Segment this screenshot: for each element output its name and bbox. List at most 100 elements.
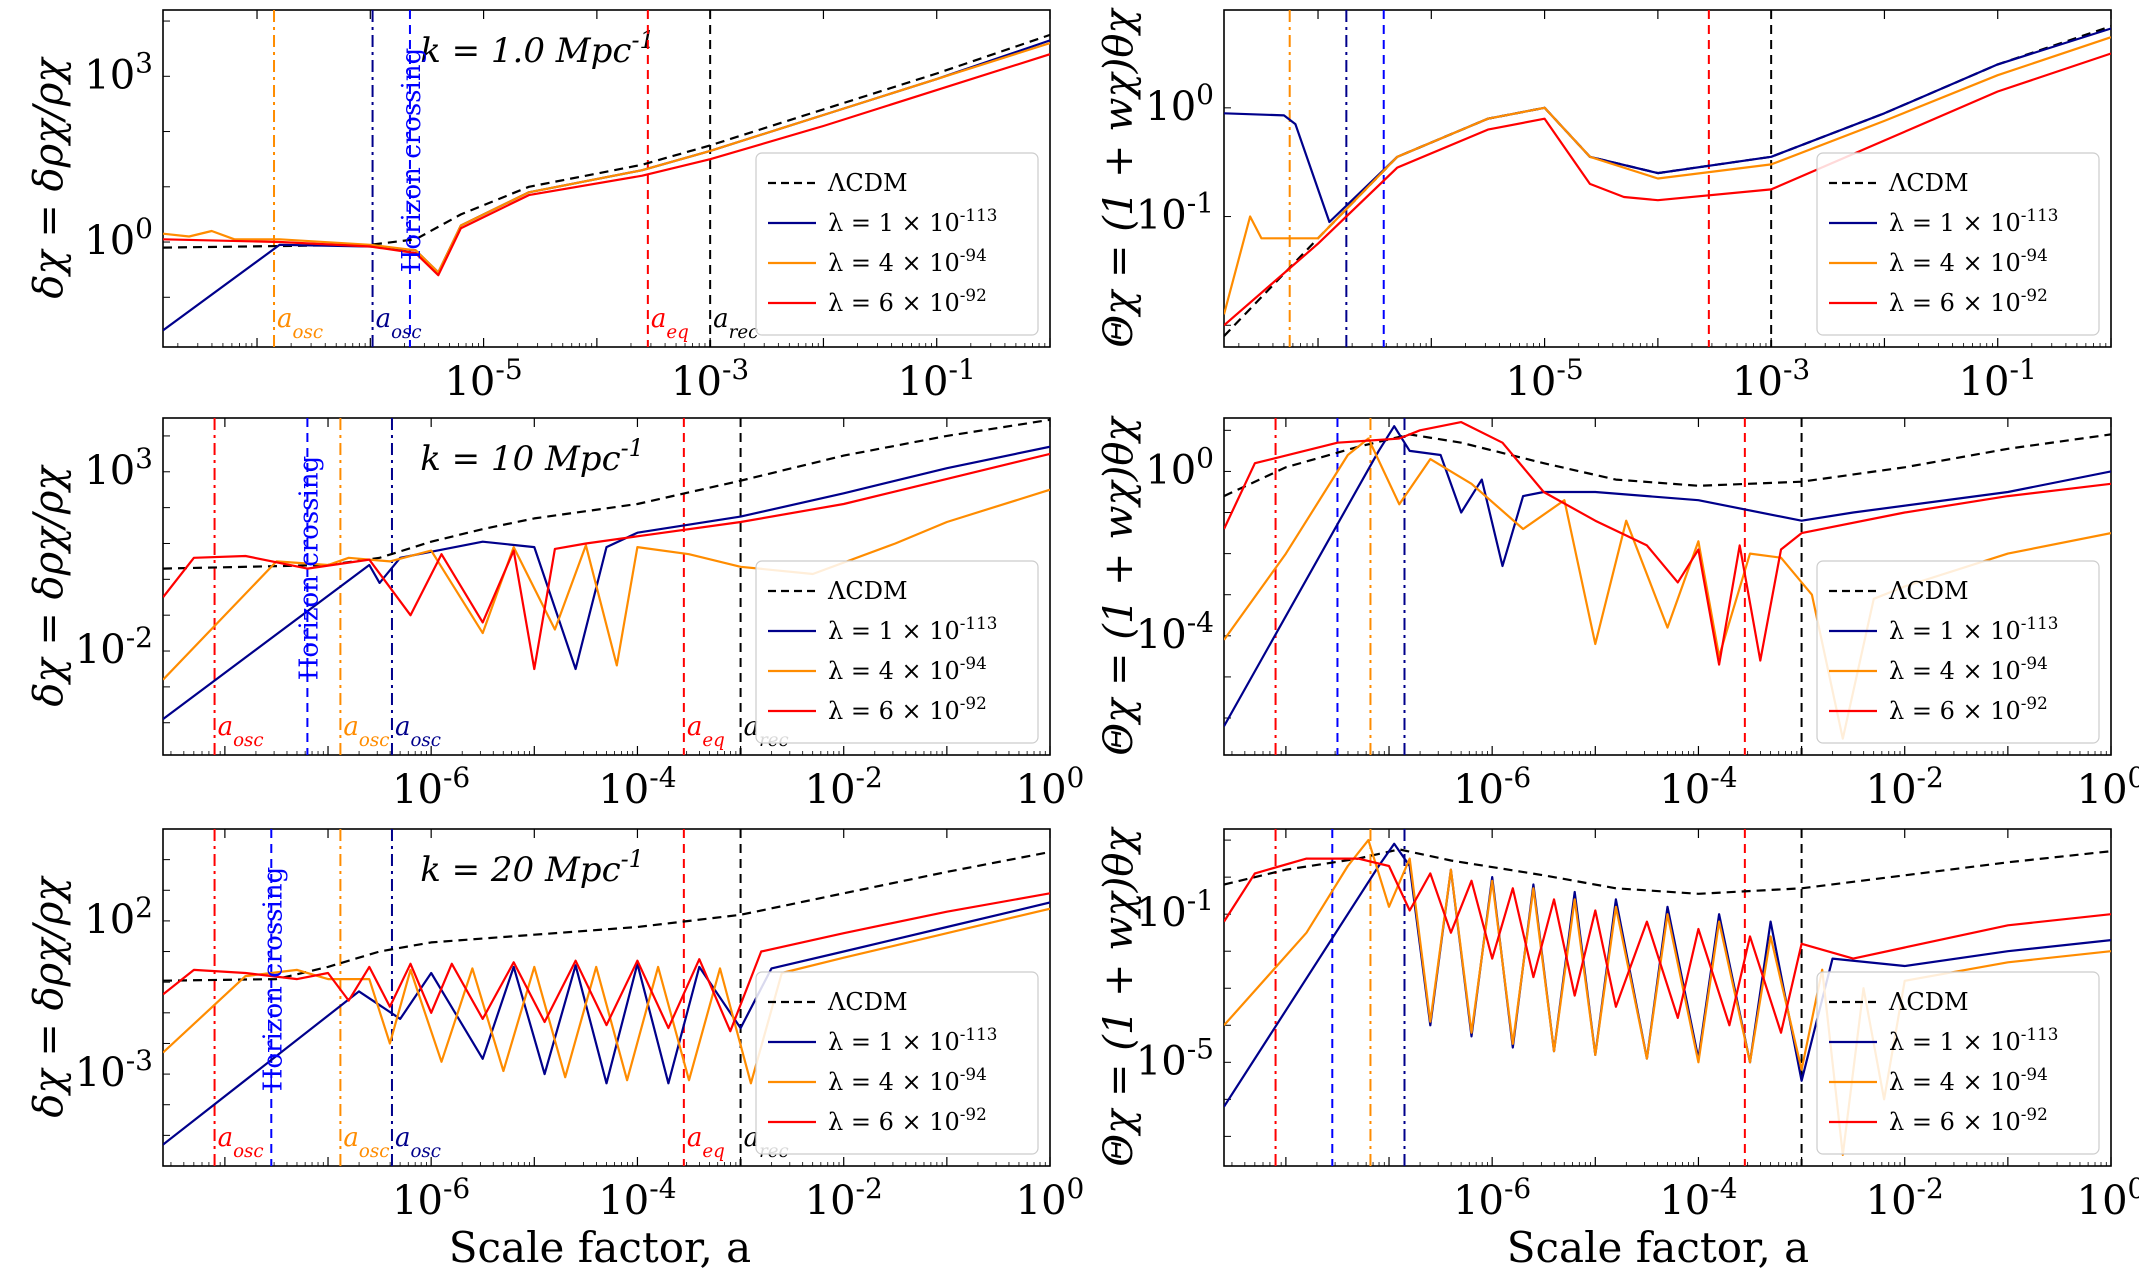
y-tick-label: 10-4: [1136, 605, 1214, 658]
legend: ΛCDM λ = 1 × 10-113 λ = 4 × 10-94 λ = 6 × 1…: [1816, 152, 2100, 336]
vline-label: aosc: [218, 712, 264, 751]
y-axis-label: Θχ = (1 + wχ)θχ: [1096, 7, 1142, 348]
y-tick-label: 10-1: [1136, 186, 1214, 239]
k-label: k = 10 Mpc-1: [420, 434, 644, 479]
vline-label: aosc: [277, 304, 323, 343]
y-tick-label: 10-3: [75, 1044, 153, 1097]
panel-p00: 10-5 10-3 10-1 100 103 δχ = δρχ/ρχ k = 1.0 Mpc…: [26, 9, 1051, 406]
legend-label: ΛCDM: [827, 169, 908, 197]
legend-label: λ = 6 × 10-92: [1889, 1104, 2048, 1136]
vline-label: aosc: [376, 304, 422, 343]
x-tick-label: 10-6: [1453, 1172, 1531, 1225]
legend-label: λ = 4 × 10-94: [1889, 245, 2048, 277]
legend-box: [1816, 560, 2100, 744]
panel-p20: 10-6 10-4 10-2 100 10-3 102 δχ = δρχ/ρχ k = 20 …: [26, 828, 1085, 1225]
legend-label: λ = 4 × 10-94: [828, 1064, 987, 1096]
horizon-crossing-label: Horizon crossing: [258, 867, 288, 1091]
legend-label: λ = 4 × 10-94: [828, 653, 987, 685]
panels: 10-5 10-3 10-1 100 103 δχ = δρχ/ρχ k = 1.0 Mpc…: [26, 7, 2139, 1224]
vline-label: aeq: [687, 712, 725, 751]
legend-label: λ = 6 × 10-92: [828, 693, 987, 725]
k-label: k = 20 Mpc-1: [420, 845, 644, 890]
x-tick-label: 10-6: [1453, 761, 1531, 814]
legend-label: λ = 4 × 10-94: [828, 245, 987, 277]
y-axis-label: Θχ = (1 + wχ)θχ: [1096, 826, 1142, 1167]
legend-label: λ = 1 × 10-113: [828, 1024, 997, 1056]
vline-label: aosc: [343, 1123, 389, 1162]
vline-label: arec: [713, 304, 758, 343]
x-tick-label: 10-2: [1866, 1172, 1944, 1225]
series-line: [1224, 421, 2111, 666]
x-tick-label: 100: [2077, 761, 2139, 814]
series-line: [163, 42, 1050, 274]
legend-label: ΛCDM: [1888, 577, 1969, 605]
series-line: [163, 33, 1050, 249]
y-axis-label: δχ = δρχ/ρχ: [26, 875, 72, 1118]
series-line: [163, 892, 1050, 1033]
legend-label: λ = 6 × 10-92: [1889, 693, 2048, 725]
panel-p10: 10-6 10-4 10-2 100 10-2 103 δχ = δρχ/ρχ k = 10 …: [26, 417, 1085, 814]
y-axis-label: δχ = δρχ/ρχ: [26, 464, 72, 707]
legend-box: [1816, 152, 2100, 336]
y-tick-label: 100: [1145, 77, 1214, 130]
series-line: [163, 53, 1050, 277]
y-tick-label: 10-2: [75, 621, 153, 674]
x-tick-label: 10-6: [392, 761, 470, 814]
plot-area: [163, 10, 1050, 347]
panel-p21: 10-6 10-4 10-2 100 10-5 10-1Θχ = (1 + wχ)θχ ΛC…: [1096, 826, 2139, 1224]
k-label: k = 1.0 Mpc-1: [420, 26, 654, 71]
legend-label: λ = 1 × 10-113: [1889, 613, 2058, 645]
legend-label: ΛCDM: [827, 988, 908, 1016]
y-tick-label: 103: [84, 46, 153, 99]
series-line: [163, 850, 1050, 982]
legend-label: λ = 1 × 10-113: [1889, 1024, 2058, 1056]
x-tick-label: 100: [1016, 1172, 1085, 1225]
legend-label: λ = 6 × 10-92: [1889, 285, 2048, 317]
x-tick-label: 10-3: [671, 353, 749, 406]
y-tick-label: 10-1: [1136, 884, 1214, 937]
series-line: [163, 445, 1050, 720]
series-line: [163, 452, 1050, 671]
vline-label: aeq: [651, 304, 689, 343]
x-tick-label: 10-2: [805, 761, 883, 814]
legend-box: [755, 152, 1039, 336]
x-tick-label: 10-5: [1505, 353, 1583, 406]
legend: ΛCDM λ = 1 × 10-113 λ = 4 × 10-94 λ = 6 × 1…: [755, 971, 1039, 1155]
x-tick-label: 100: [1016, 761, 1085, 814]
plot-area: [1224, 10, 2111, 347]
legend: ΛCDM λ = 1 × 10-113 λ = 4 × 10-94 λ = 6 × 1…: [755, 560, 1039, 744]
legend-label: λ = 6 × 10-92: [828, 1104, 987, 1136]
axes-frame: [162, 9, 1051, 348]
horizon-crossing-label: Horizon crossing: [397, 48, 427, 272]
x-tick-label: 10-6: [392, 1172, 470, 1225]
plot-area: [163, 829, 1050, 1166]
legend-label: ΛCDM: [827, 577, 908, 605]
x-tick-label: 10-2: [1866, 761, 1944, 814]
series-line: [1224, 36, 2111, 315]
legend-label: λ = 1 × 10-113: [828, 205, 997, 237]
legend-box: [755, 971, 1039, 1155]
axes-frame: [1223, 9, 2112, 348]
legend-box: [755, 560, 1039, 744]
vline-label: aosc: [395, 1123, 441, 1162]
vline-label: aeq: [687, 1123, 725, 1162]
vline-label: aosc: [395, 712, 441, 751]
series-line: [1224, 857, 2111, 1034]
legend-box: [1816, 971, 2100, 1155]
legend-label: λ = 1 × 10-113: [1889, 205, 2058, 237]
x-tick-label: 10-4: [1659, 1172, 1737, 1225]
vline-label: aosc: [343, 712, 389, 751]
legend-label: ΛCDM: [1888, 169, 1969, 197]
x-tick-label: 10-5: [444, 353, 522, 406]
horizon-crossing-label: Horizon crossing: [294, 456, 324, 680]
legend-label: λ = 6 × 10-92: [828, 285, 987, 317]
series-line: [1224, 52, 2111, 327]
x-tick-label: 10-1: [898, 353, 976, 406]
xlabel-left: Scale factor, a: [449, 1223, 751, 1272]
y-tick-label: 10-5: [1136, 1032, 1214, 1085]
y-axis-label: δχ = δρχ/ρχ: [26, 56, 72, 299]
